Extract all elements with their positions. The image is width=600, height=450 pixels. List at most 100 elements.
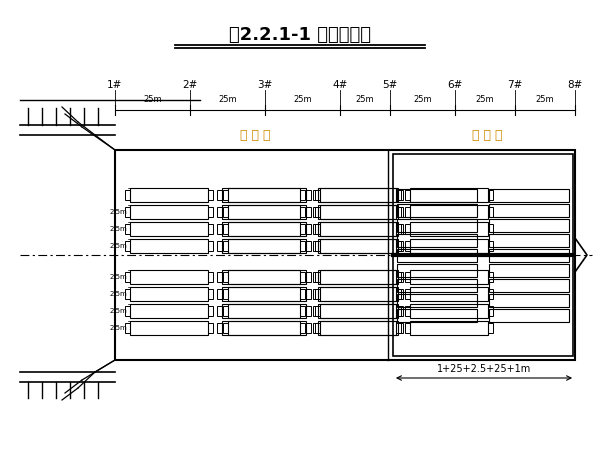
Bar	[320, 304, 398, 318]
Bar	[489, 189, 569, 202]
Bar	[130, 270, 208, 284]
Bar	[315, 306, 320, 316]
Bar	[228, 287, 306, 301]
Bar	[397, 189, 477, 202]
Text: 25m: 25m	[536, 95, 554, 104]
Bar	[208, 207, 213, 217]
Bar	[306, 241, 311, 251]
Bar	[315, 207, 320, 217]
Bar	[410, 188, 488, 202]
Bar	[313, 207, 318, 217]
Text: 2.5m: 2.5m	[109, 291, 127, 297]
Text: 1#: 1#	[107, 80, 122, 90]
Bar	[222, 270, 300, 284]
Bar	[115, 150, 575, 360]
Bar	[489, 264, 569, 276]
Bar	[396, 323, 401, 333]
Bar	[223, 224, 228, 234]
Bar	[228, 205, 306, 219]
Text: 4#: 4#	[332, 80, 347, 90]
Bar	[489, 234, 569, 247]
Bar	[397, 248, 477, 261]
Bar	[306, 207, 311, 217]
Text: 2.5m: 2.5m	[109, 274, 127, 280]
Bar	[318, 270, 396, 284]
Bar	[410, 287, 488, 301]
Bar	[488, 207, 493, 217]
Text: 25m: 25m	[143, 95, 162, 104]
Bar	[320, 222, 398, 236]
Bar	[320, 321, 398, 335]
Bar	[318, 222, 396, 236]
Bar	[489, 219, 569, 231]
Bar	[300, 306, 305, 316]
Bar	[318, 205, 396, 219]
Bar	[489, 248, 569, 261]
Text: 25m: 25m	[413, 95, 432, 104]
Bar	[489, 293, 569, 306]
Bar	[318, 188, 396, 202]
Text: 6#: 6#	[448, 80, 463, 90]
Bar	[397, 279, 477, 292]
Bar	[130, 205, 208, 219]
Bar	[223, 323, 228, 333]
Bar	[318, 304, 396, 318]
Bar	[300, 272, 305, 282]
Bar	[217, 323, 222, 333]
Bar	[405, 241, 410, 251]
Bar	[410, 270, 488, 284]
Bar	[488, 306, 493, 316]
Bar	[313, 190, 318, 200]
Bar	[488, 323, 493, 333]
Bar	[320, 239, 398, 253]
Bar	[208, 241, 213, 251]
Bar	[488, 224, 493, 234]
Text: 2.5m: 2.5m	[109, 226, 127, 232]
Bar	[488, 272, 493, 282]
Bar	[488, 190, 493, 200]
Text: 25m: 25m	[293, 95, 312, 104]
Bar	[228, 321, 306, 335]
Bar	[396, 289, 401, 299]
Bar	[320, 287, 398, 301]
Bar	[405, 272, 410, 282]
Bar	[228, 304, 306, 318]
Text: 25m: 25m	[356, 95, 374, 104]
Bar	[410, 205, 488, 219]
Bar	[228, 222, 306, 236]
Bar	[318, 287, 396, 301]
Text: 2#: 2#	[182, 80, 197, 90]
Bar	[396, 190, 401, 200]
Bar	[208, 323, 213, 333]
Bar	[410, 239, 488, 253]
Bar	[222, 205, 300, 219]
Bar	[397, 219, 477, 231]
Bar	[208, 306, 213, 316]
Bar	[306, 323, 311, 333]
Bar	[315, 323, 320, 333]
Bar	[398, 190, 403, 200]
Bar	[223, 190, 228, 200]
Bar	[223, 207, 228, 217]
Bar	[410, 222, 488, 236]
Bar	[397, 264, 477, 276]
Bar	[222, 239, 300, 253]
Bar	[313, 241, 318, 251]
Bar	[130, 222, 208, 236]
Bar	[217, 207, 222, 217]
Text: 图2.2.1-1 预制场布置: 图2.2.1-1 预制场布置	[229, 26, 371, 44]
Bar	[217, 241, 222, 251]
Bar	[318, 321, 396, 335]
Bar	[320, 188, 398, 202]
Bar	[228, 188, 306, 202]
Bar	[393, 154, 573, 356]
Bar	[208, 224, 213, 234]
Bar	[223, 272, 228, 282]
Bar	[125, 224, 130, 234]
Bar	[396, 207, 401, 217]
Bar	[217, 272, 222, 282]
Bar	[410, 321, 488, 335]
Bar	[125, 323, 130, 333]
Bar	[398, 323, 403, 333]
Text: 2.5m: 2.5m	[109, 243, 127, 249]
